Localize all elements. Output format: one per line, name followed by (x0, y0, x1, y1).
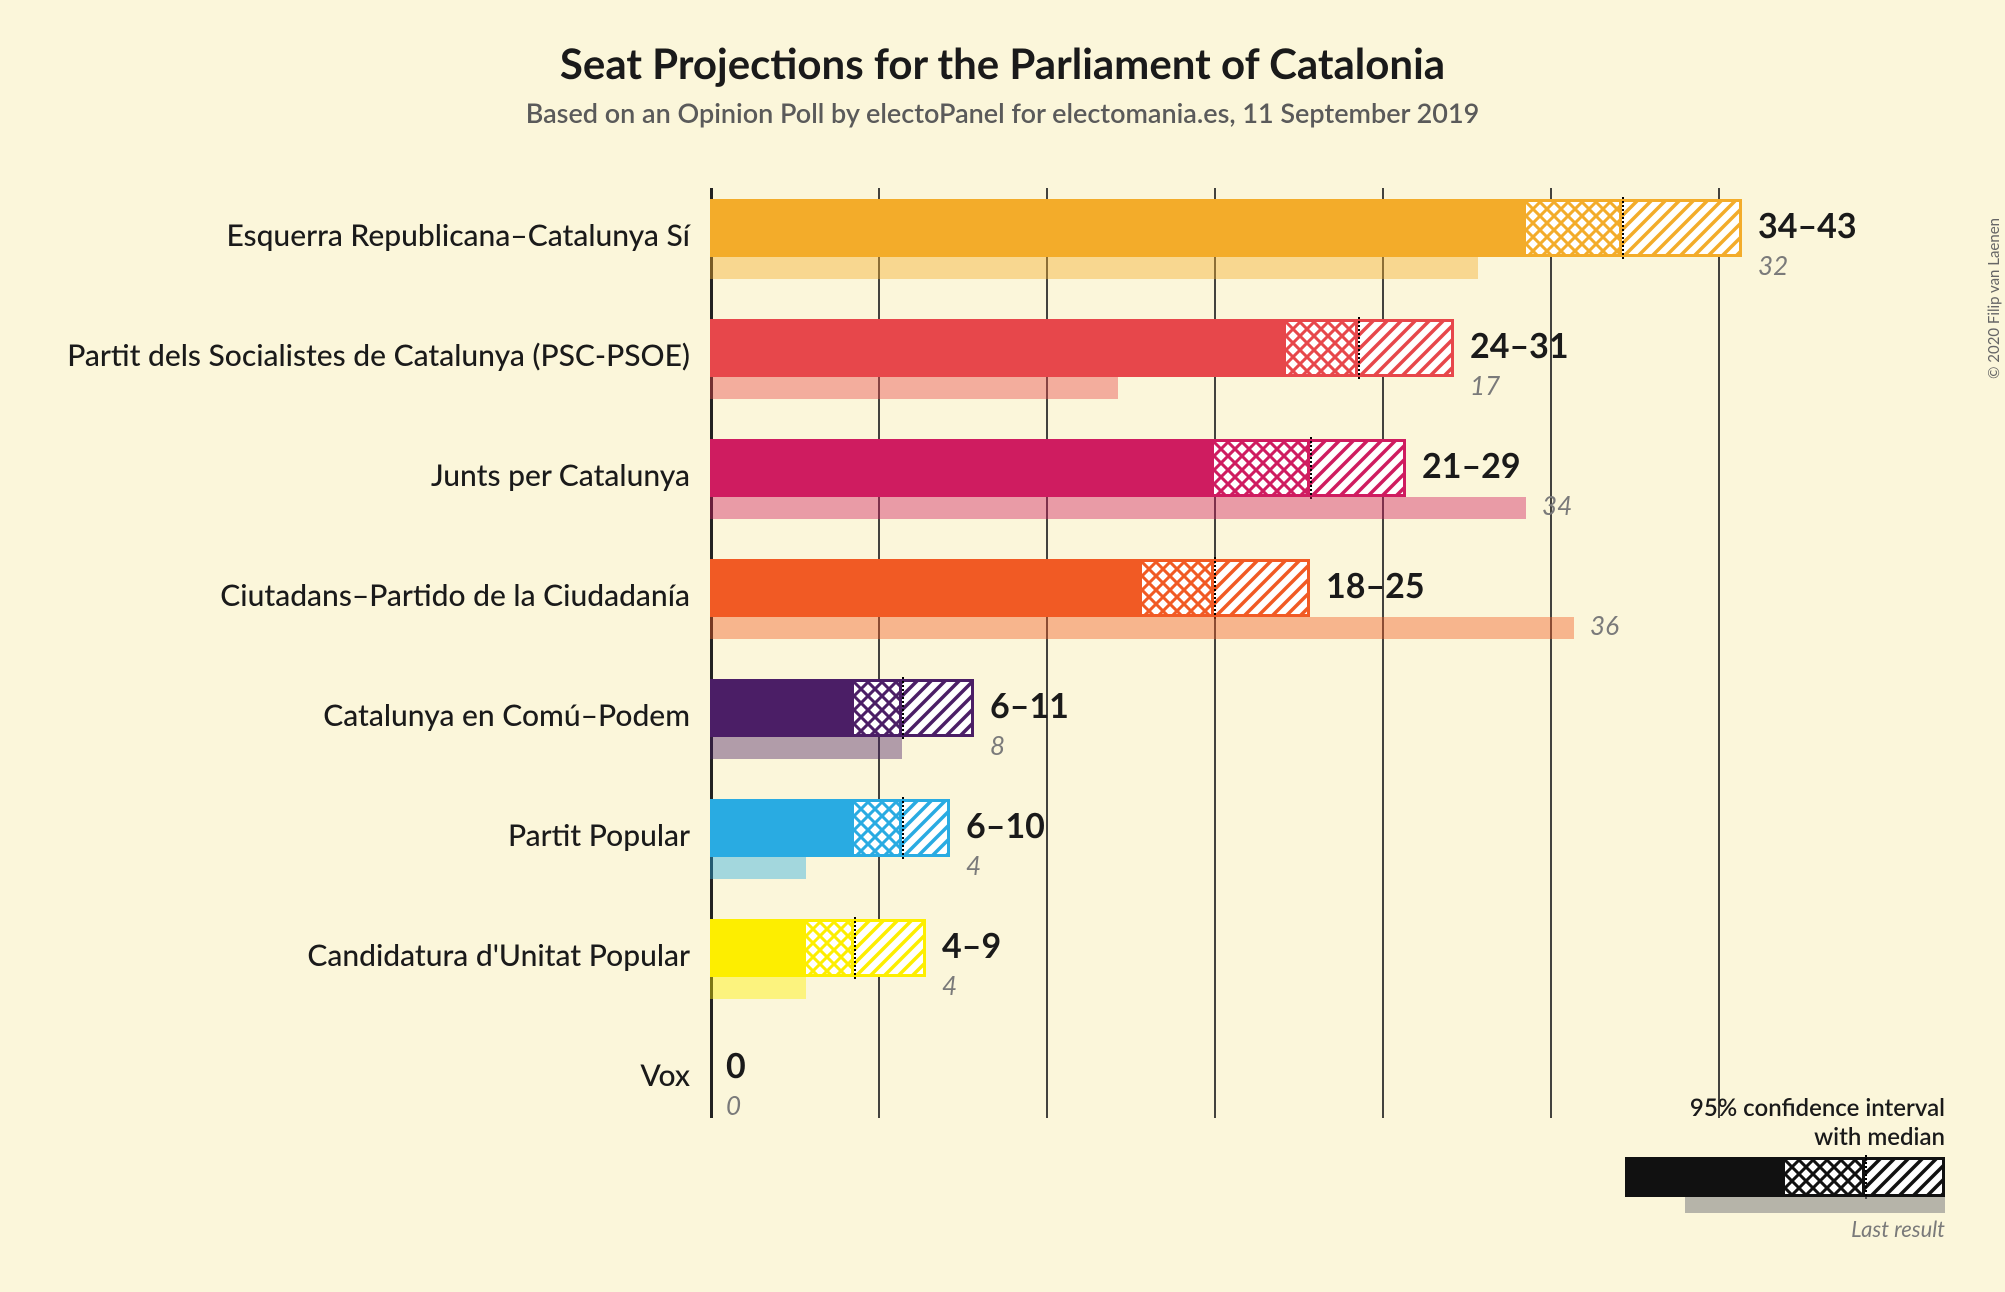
chart-title: Seat Projections for the Parliament of C… (0, 38, 2005, 88)
bar-ci-upper (1214, 559, 1310, 617)
bar-solid (710, 559, 1142, 617)
party-label: Ciutadans–Partido de la Ciudadanía (10, 577, 690, 613)
bar-last-result (710, 857, 806, 879)
party-label: Junts per Catalunya (10, 457, 690, 493)
party-row: Esquerra Republicana–Catalunya Sí34–4332 (710, 199, 1790, 319)
party-label: Catalunya en Comú–Podem (10, 697, 690, 733)
value-last: 36 (1590, 609, 1619, 641)
bar-last-result (710, 377, 1118, 399)
value-range: 6–10 (966, 805, 1045, 846)
median-tick (902, 677, 904, 739)
bar-ci-lower (1526, 199, 1622, 257)
value-range: 4–9 (942, 925, 1001, 966)
median-tick (1358, 317, 1360, 379)
value-range: 34–43 (1758, 205, 1857, 246)
median-tick (1310, 437, 1312, 499)
legend-line1: 95% confidence interval (1605, 1093, 1945, 1122)
bar-ci-lower (806, 919, 854, 977)
bar-last-result (710, 977, 806, 999)
chart-subtitle: Based on an Opinion Poll by electoPanel … (0, 96, 2005, 129)
value-last: 0 (726, 1089, 741, 1121)
value-range: 0 (726, 1045, 746, 1086)
party-row: Candidatura d'Unitat Popular4–94 (710, 919, 1790, 1039)
bar-ci-upper (1310, 439, 1406, 497)
legend-last-label: Last result (1605, 1215, 1945, 1242)
value-last: 8 (990, 729, 1005, 761)
party-label: Candidatura d'Unitat Popular (10, 937, 690, 973)
bar-solid (710, 319, 1286, 377)
bar-solid (710, 679, 854, 737)
bar-ci-lower (1142, 559, 1214, 617)
value-range: 6–11 (990, 685, 1069, 726)
legend: 95% confidence interval with median Last… (1605, 1093, 1945, 1242)
value-last: 4 (966, 849, 981, 881)
bar-solid (710, 919, 806, 977)
party-row: Junts per Catalunya21–2934 (710, 439, 1790, 559)
bar-solid (710, 439, 1214, 497)
party-row: Partit dels Socialistes de Catalunya (PS… (710, 319, 1790, 439)
bar-ci-lower (854, 799, 902, 857)
bar-ci-lower (1214, 439, 1310, 497)
party-label: Partit Popular (10, 817, 690, 853)
value-last: 34 (1542, 489, 1572, 521)
median-tick (1622, 197, 1624, 259)
bar-last-result (710, 737, 902, 759)
party-row: Ciutadans–Partido de la Ciudadanía18–253… (710, 559, 1790, 679)
value-last: 32 (1758, 249, 1788, 281)
median-tick (1214, 557, 1216, 619)
bar-ci-upper (1358, 319, 1454, 377)
party-row: Partit Popular6–104 (710, 799, 1790, 919)
bar-last-result (710, 617, 1574, 639)
value-range: 21–29 (1422, 445, 1521, 486)
bar-last-result (710, 257, 1478, 279)
value-range: 24–31 (1470, 325, 1569, 366)
bar-ci-upper (902, 799, 950, 857)
legend-bar-sample (1625, 1157, 1945, 1197)
median-tick (854, 917, 856, 979)
bar-ci-upper (902, 679, 974, 737)
bar-ci-lower (854, 679, 902, 737)
value-range: 18–25 (1326, 565, 1425, 606)
chart-area: Esquerra Republicana–Catalunya Sí34–4332… (710, 193, 1790, 1213)
copyright-text: © 2020 Filip van Laenen (1985, 218, 2003, 379)
bar-solid (710, 799, 854, 857)
value-last: 4 (942, 969, 957, 1001)
party-label: Esquerra Republicana–Catalunya Sí (10, 217, 690, 253)
party-row: Catalunya en Comú–Podem6–118 (710, 679, 1790, 799)
legend-line2: with median (1605, 1122, 1945, 1151)
bar-ci-upper (854, 919, 926, 977)
bar-ci-upper (1622, 199, 1742, 257)
party-label: Partit dels Socialistes de Catalunya (PS… (10, 337, 690, 373)
legend-last-bar (1685, 1197, 1945, 1213)
bar-last-result (710, 497, 1526, 519)
median-tick (902, 797, 904, 859)
value-last: 17 (1470, 369, 1500, 401)
party-label: Vox (10, 1057, 690, 1093)
bar-solid (710, 199, 1526, 257)
bar-ci-lower (1286, 319, 1358, 377)
